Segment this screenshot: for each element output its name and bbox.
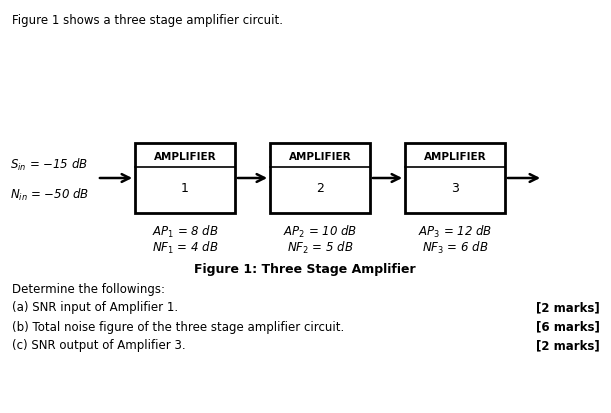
Text: $AP_2$ = 10 dB: $AP_2$ = 10 dB: [283, 224, 357, 240]
Text: $NF_1$ = 4 dB: $NF_1$ = 4 dB: [152, 240, 218, 256]
Text: $S_{in}$ = −15 dB: $S_{in}$ = −15 dB: [10, 157, 88, 173]
Text: $AP_1$ = 8 dB: $AP_1$ = 8 dB: [152, 224, 218, 240]
Bar: [405, 143, 505, 213]
Text: $NF_2$ = 5 dB: $NF_2$ = 5 dB: [287, 240, 353, 256]
Text: $N_{in}$ = −50 dB: $N_{in}$ = −50 dB: [10, 187, 89, 203]
Bar: [270, 143, 370, 213]
Text: (b) Total noise figure of the three stage amplifier circuit.: (b) Total noise figure of the three stag…: [12, 320, 344, 334]
Text: AMPLIFIER: AMPLIFIER: [154, 152, 216, 162]
Text: AMPLIFIER: AMPLIFIER: [288, 152, 351, 162]
Text: AMPLIFIER: AMPLIFIER: [423, 152, 486, 162]
Text: $AP_3$ = 12 dB: $AP_3$ = 12 dB: [418, 224, 492, 240]
Text: $NF_3$ = 6 dB: $NF_3$ = 6 dB: [422, 240, 488, 256]
Text: 1: 1: [181, 181, 189, 195]
Text: Determine the followings:: Determine the followings:: [12, 283, 165, 297]
Text: Figure 1 shows a three stage amplifier circuit.: Figure 1 shows a three stage amplifier c…: [12, 14, 283, 27]
Text: (a) SNR input of Amplifier 1.: (a) SNR input of Amplifier 1.: [12, 301, 178, 315]
Text: [6 marks]: [6 marks]: [536, 320, 600, 334]
Text: [2 marks]: [2 marks]: [536, 301, 600, 315]
Text: (c) SNR output of Amplifier 3.: (c) SNR output of Amplifier 3.: [12, 339, 186, 353]
Text: 2: 2: [316, 181, 324, 195]
Text: [2 marks]: [2 marks]: [536, 339, 600, 353]
Text: Figure 1: Three Stage Amplifier: Figure 1: Three Stage Amplifier: [194, 263, 416, 276]
Bar: [135, 143, 235, 213]
Text: 3: 3: [451, 181, 459, 195]
